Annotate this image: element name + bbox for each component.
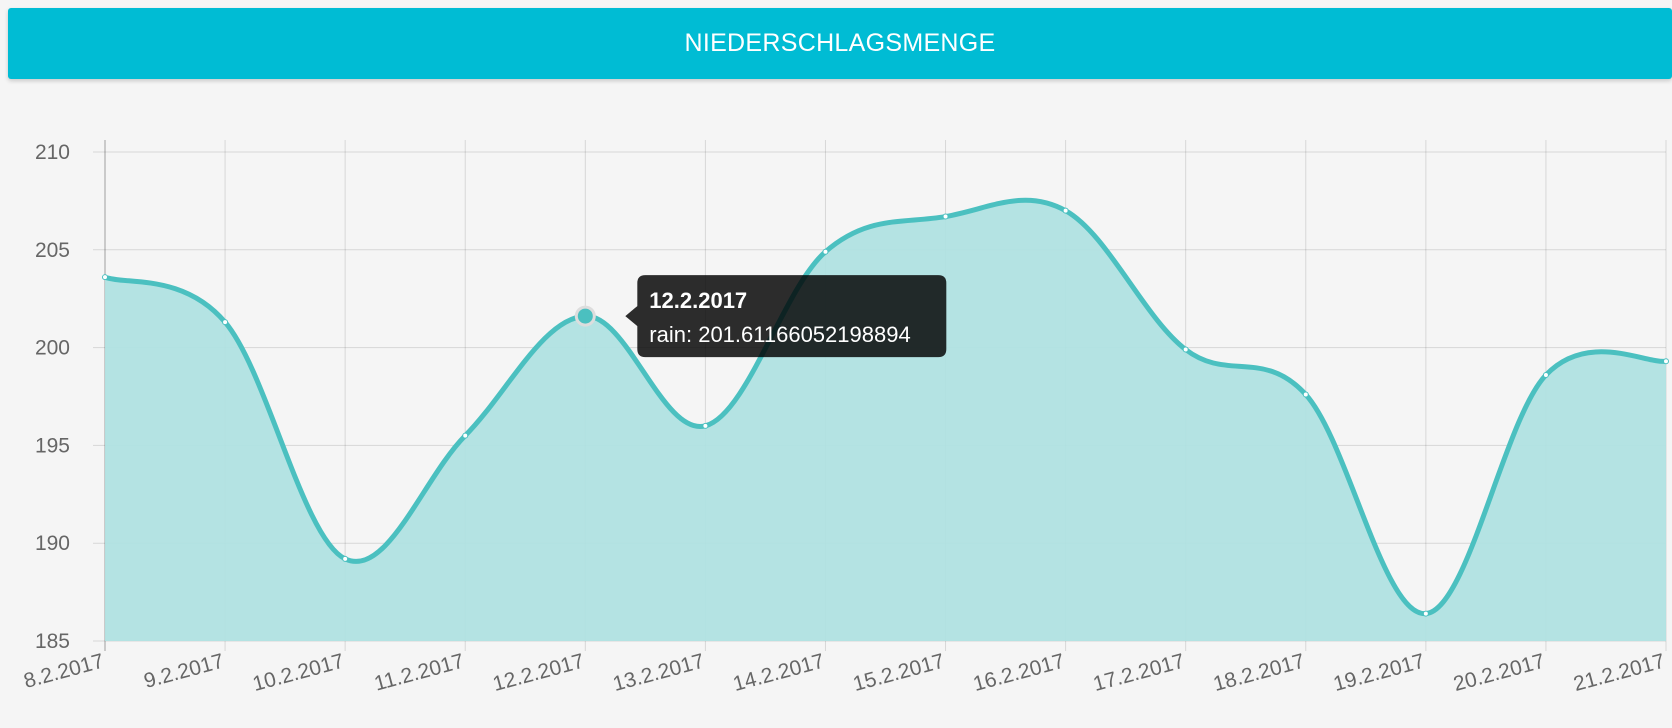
x-tick-label: 20.2.2017 [1451, 650, 1547, 696]
data-point[interactable] [462, 432, 469, 439]
x-tick-label: 11.2.2017 [372, 650, 467, 696]
y-tick-label: 185 [35, 630, 70, 653]
x-tick-label: 21.2.2017 [1571, 650, 1667, 696]
tooltip-box [625, 275, 947, 358]
x-tick-label: 16.2.2017 [971, 650, 1067, 696]
x-axis-tick-labels: 8.2.2017 9.2.2017 10.2.2017 11.2.2017 12.2.2… [21, 650, 1667, 696]
y-tick-label: 190 [35, 532, 70, 555]
y-axis-tick-labels: 210 205 200 195 190 185 [35, 141, 70, 653]
data-point[interactable] [822, 248, 829, 255]
x-tick-label: 17.2.2017 [1091, 650, 1187, 696]
x-tick-label: 12.2.2017 [490, 650, 586, 696]
x-tick-label: 9.2.2017 [141, 650, 226, 693]
rain-area-fill [105, 200, 1666, 642]
x-tick-label: 10.2.2017 [250, 650, 346, 696]
tooltip: 12.2.2017 rain: 201.61166052198894 [625, 275, 947, 358]
data-point[interactable] [1182, 346, 1189, 353]
y-tick-label: 195 [35, 434, 70, 457]
x-tick-label: 14.2.2017 [731, 650, 827, 696]
x-tick-label: 15.2.2017 [851, 650, 947, 696]
data-point[interactable] [574, 305, 596, 327]
data-point[interactable] [1542, 371, 1549, 378]
data-point[interactable] [1663, 358, 1669, 365]
y-tick-label: 210 [35, 141, 70, 164]
x-tick-label: 19.2.2017 [1331, 650, 1427, 696]
data-point[interactable] [222, 319, 229, 326]
x-tick-label: 8.2.2017 [21, 650, 106, 693]
data-point[interactable] [702, 422, 709, 429]
data-point[interactable] [102, 274, 108, 281]
y-tick-label: 205 [35, 239, 70, 262]
tooltip-label: rain: 201.61166052198894 [649, 322, 910, 347]
chart-header: NIEDERSCHLAGSMENGE [8, 8, 1672, 79]
data-point[interactable] [942, 213, 949, 220]
data-point[interactable] [1062, 207, 1069, 214]
data-points [102, 207, 1669, 617]
y-tick-label: 200 [35, 337, 70, 360]
x-tick-label: 13.2.2017 [610, 650, 706, 696]
page-title: NIEDERSCHLAGSMENGE [684, 29, 996, 57]
x-tick-label: 18.2.2017 [1211, 650, 1307, 696]
tooltip-title: 12.2.2017 [649, 288, 747, 313]
data-point[interactable] [1422, 610, 1429, 617]
data-point[interactable] [342, 555, 349, 562]
data-point[interactable] [1302, 391, 1309, 398]
